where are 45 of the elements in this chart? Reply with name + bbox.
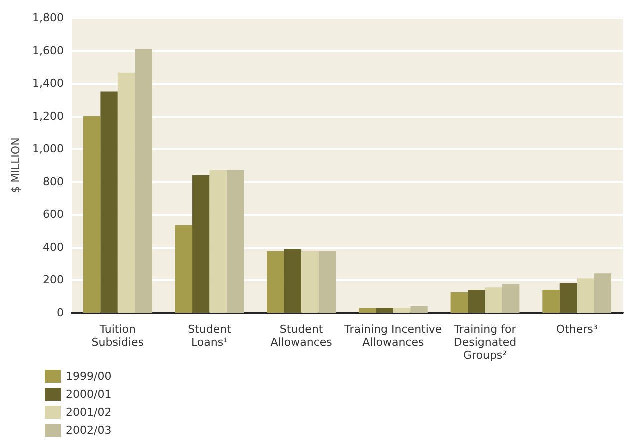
bar — [302, 252, 319, 313]
bar — [210, 170, 227, 313]
bar — [135, 49, 152, 313]
bar — [284, 249, 302, 313]
x-tick-label: Student Loans¹ — [188, 323, 232, 349]
x-tick-label: Training Incentive Allowances — [344, 323, 442, 349]
y-tick-label: 1,600 — [32, 44, 64, 58]
bar — [83, 116, 101, 313]
bar — [100, 92, 118, 313]
x-tick-label: Training for Designated Groups² — [453, 323, 517, 362]
bar — [226, 170, 244, 313]
bar — [560, 284, 578, 313]
y-tick-label: 1,200 — [32, 110, 64, 123]
y-tick-label: 400 — [43, 240, 64, 254]
y-tick-label: 800 — [43, 175, 64, 188]
legend-label: 1999/00 — [66, 370, 112, 383]
x-tick-label: Tuition Subsidies — [92, 323, 144, 349]
bar — [468, 290, 486, 313]
y-tick-label: 1,400 — [32, 77, 64, 90]
bar — [267, 252, 284, 313]
legend-label: 2001/02 — [66, 406, 112, 419]
y-axis-title: $ MILLION — [10, 138, 23, 194]
y-tick-label: 600 — [43, 208, 64, 222]
bar — [502, 284, 520, 313]
y-tick-label: 1,000 — [32, 142, 64, 156]
bar — [318, 252, 336, 313]
bar — [542, 290, 560, 313]
bar — [358, 308, 376, 313]
y-tick-label: 0 — [57, 306, 64, 320]
bar — [175, 225, 193, 313]
bar — [118, 72, 136, 313]
y-tick-label: 200 — [43, 274, 64, 287]
x-tick-label: Others³ — [556, 323, 598, 336]
bar — [450, 292, 468, 313]
bar — [485, 288, 502, 313]
bar — [410, 306, 428, 313]
bar — [192, 175, 210, 313]
bar — [376, 308, 394, 313]
y-tick-label: 1,800 — [32, 12, 64, 24]
x-tick-label: Student Allowances — [270, 323, 333, 349]
bar — [577, 278, 594, 313]
legend-label: 2000/01 — [66, 388, 112, 401]
legend-label: 2002/03 — [66, 424, 112, 437]
bar — [393, 308, 411, 313]
bar — [594, 274, 612, 313]
